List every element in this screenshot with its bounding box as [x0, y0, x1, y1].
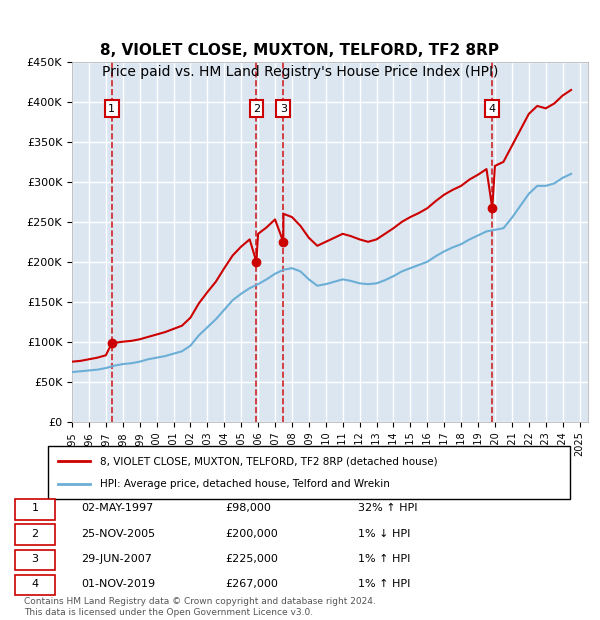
Text: 2: 2 — [31, 528, 38, 539]
FancyBboxPatch shape — [15, 499, 55, 520]
Text: Price paid vs. HM Land Registry's House Price Index (HPI): Price paid vs. HM Land Registry's House … — [102, 65, 498, 79]
Text: HPI: Average price, detached house, Telford and Wrekin: HPI: Average price, detached house, Telf… — [100, 479, 390, 489]
Text: Contains HM Land Registry data © Crown copyright and database right 2024.
This d: Contains HM Land Registry data © Crown c… — [24, 598, 376, 617]
Text: 1% ↑ HPI: 1% ↑ HPI — [358, 554, 410, 564]
Text: 1: 1 — [32, 503, 38, 513]
Text: 1: 1 — [108, 104, 115, 113]
Text: £98,000: £98,000 — [225, 503, 271, 513]
Text: 1% ↑ HPI: 1% ↑ HPI — [358, 579, 410, 589]
Text: 29-JUN-2007: 29-JUN-2007 — [81, 554, 152, 564]
FancyBboxPatch shape — [15, 575, 55, 595]
Text: 25-NOV-2005: 25-NOV-2005 — [81, 528, 155, 539]
Text: 1% ↓ HPI: 1% ↓ HPI — [358, 528, 410, 539]
Text: 8, VIOLET CLOSE, MUXTON, TELFORD, TF2 8RP: 8, VIOLET CLOSE, MUXTON, TELFORD, TF2 8R… — [101, 43, 499, 58]
Text: £267,000: £267,000 — [225, 579, 278, 589]
Text: 8, VIOLET CLOSE, MUXTON, TELFORD, TF2 8RP (detached house): 8, VIOLET CLOSE, MUXTON, TELFORD, TF2 8R… — [100, 456, 438, 466]
Text: 3: 3 — [280, 104, 287, 113]
FancyBboxPatch shape — [15, 525, 55, 545]
Text: 4: 4 — [488, 104, 496, 113]
FancyBboxPatch shape — [48, 446, 570, 499]
Text: 3: 3 — [32, 554, 38, 564]
Text: 02-MAY-1997: 02-MAY-1997 — [81, 503, 154, 513]
Text: 4: 4 — [31, 579, 38, 589]
Text: £200,000: £200,000 — [225, 528, 278, 539]
Text: 01-NOV-2019: 01-NOV-2019 — [81, 579, 155, 589]
Text: 2: 2 — [253, 104, 260, 113]
Text: 32% ↑ HPI: 32% ↑ HPI — [358, 503, 417, 513]
Text: £225,000: £225,000 — [225, 554, 278, 564]
FancyBboxPatch shape — [15, 549, 55, 570]
